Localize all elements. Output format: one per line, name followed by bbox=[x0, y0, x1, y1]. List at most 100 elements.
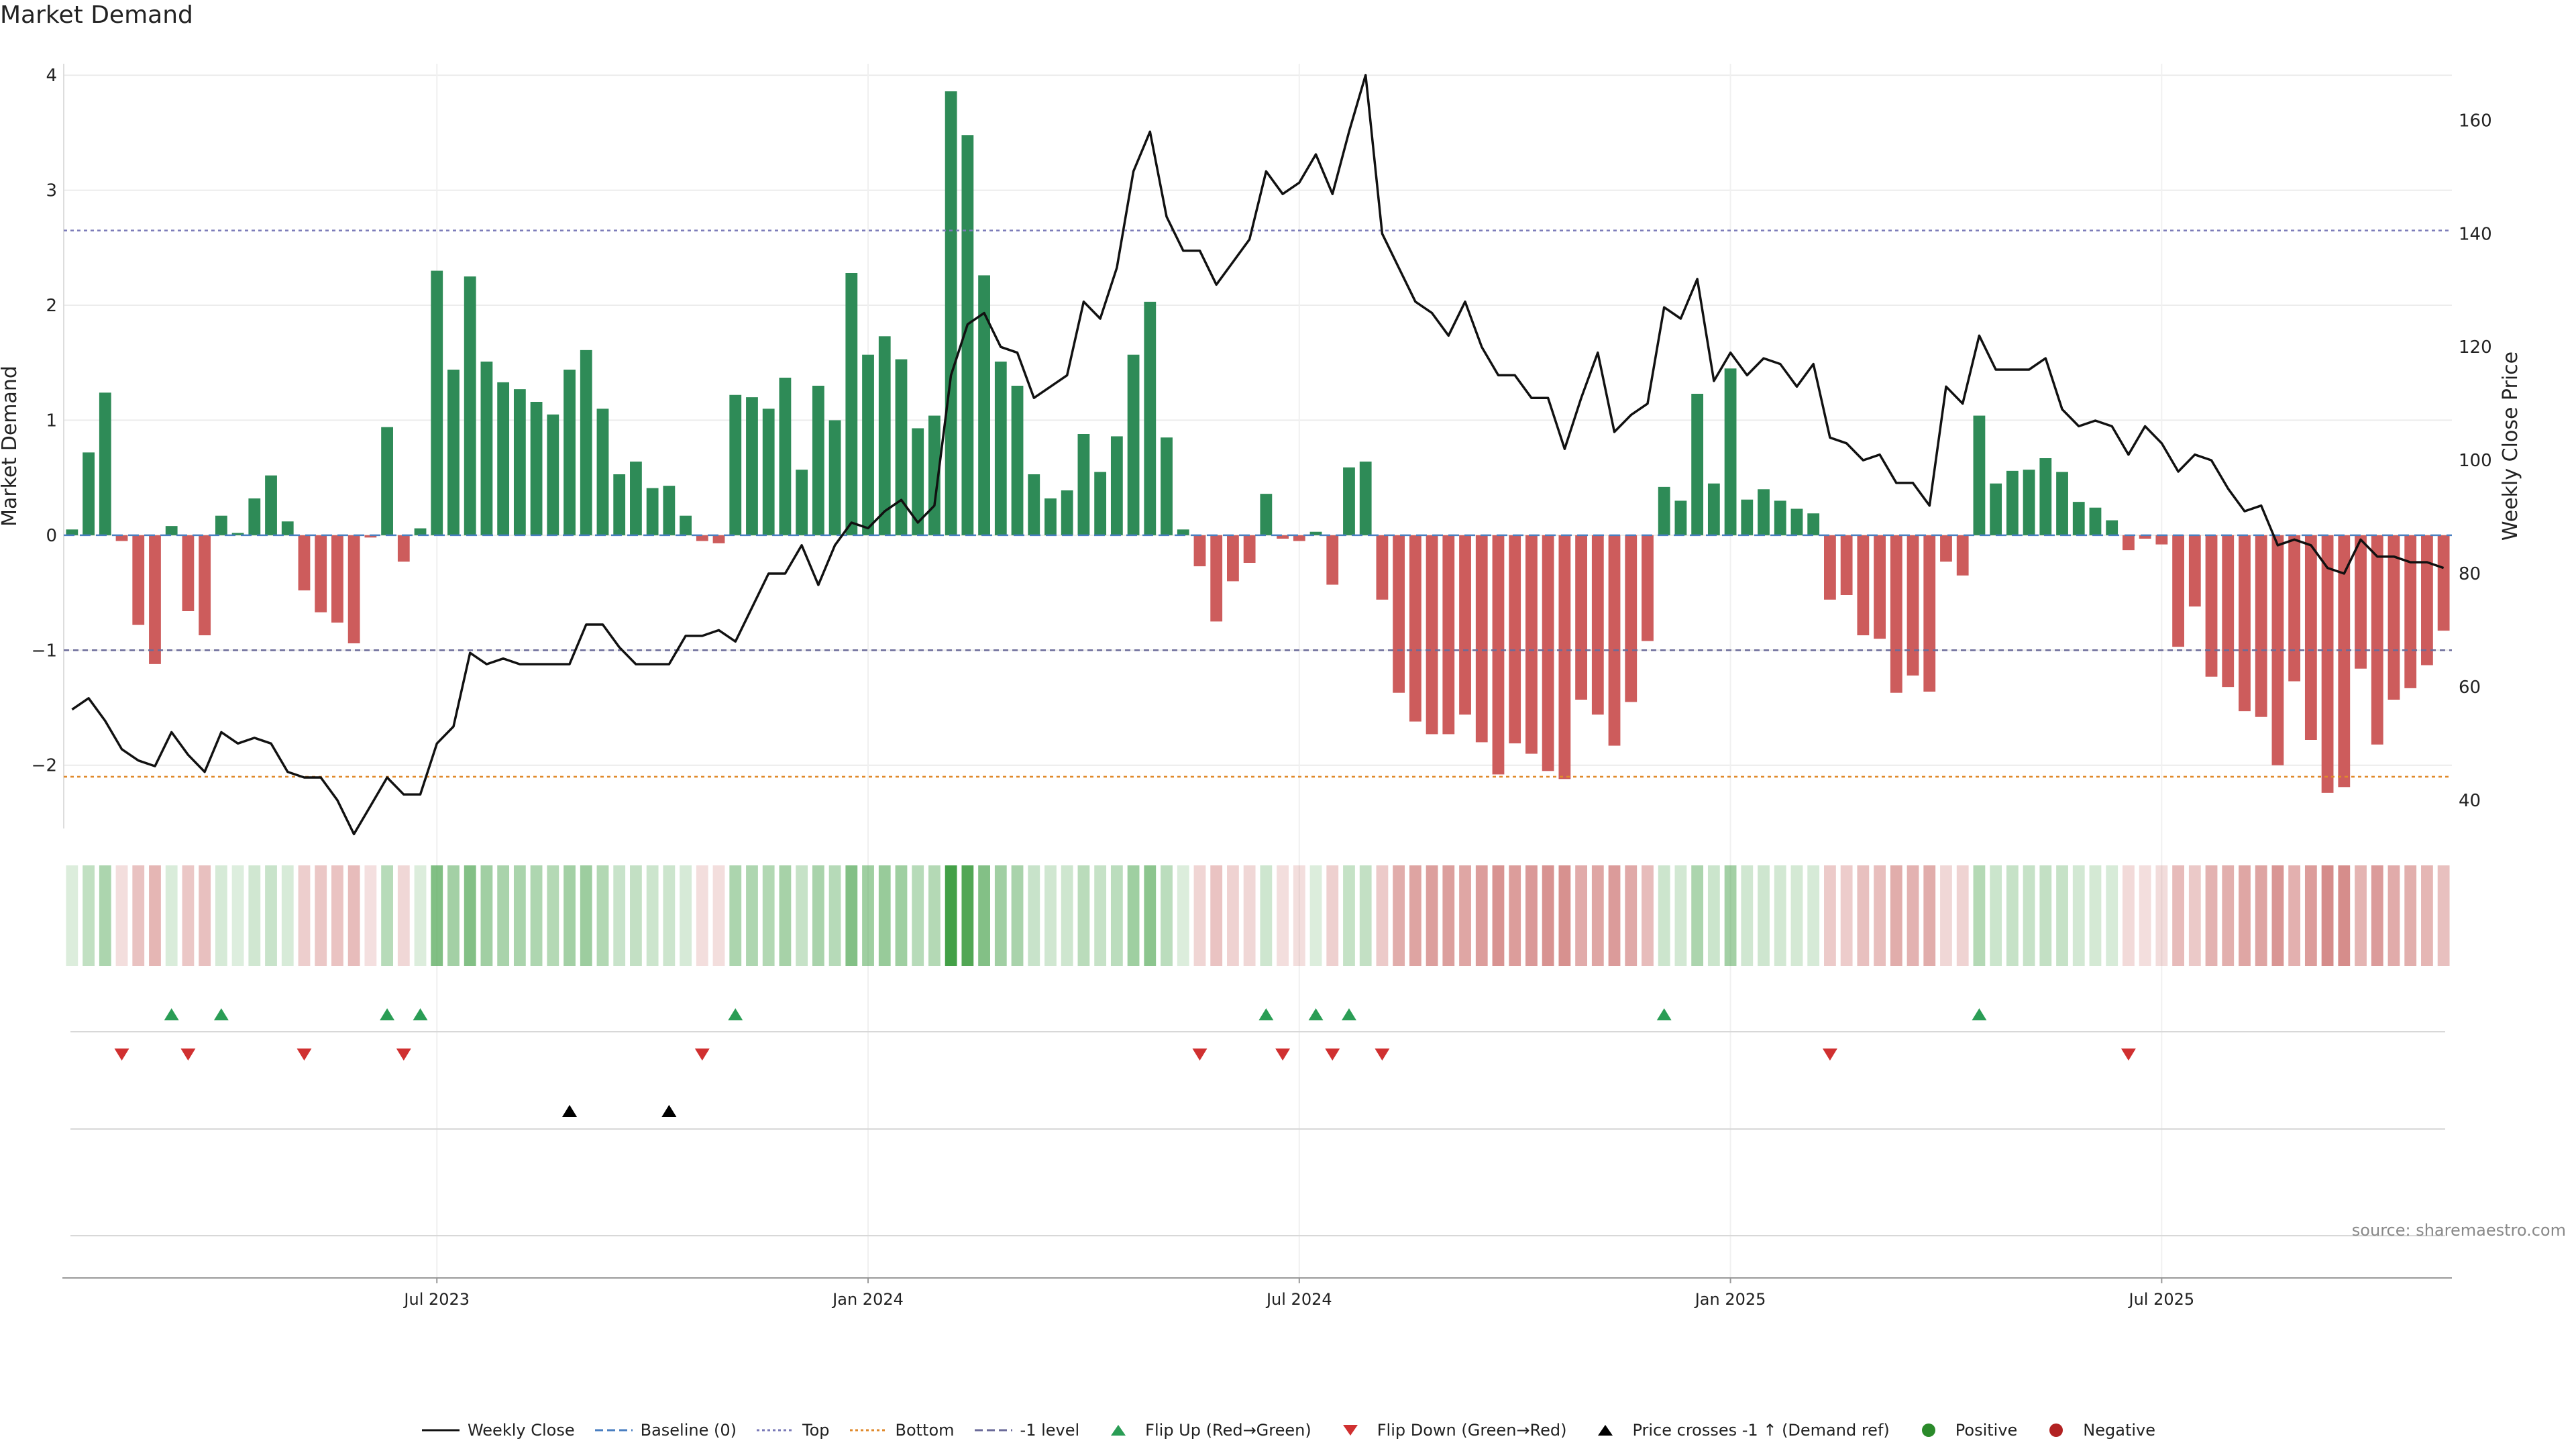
demand-bar-positive bbox=[381, 427, 393, 535]
legend-item: -1 level bbox=[973, 1421, 1079, 1440]
heat-cell bbox=[912, 865, 924, 966]
demand-bar-positive bbox=[1807, 513, 1820, 535]
heat-cell bbox=[2255, 865, 2267, 966]
heat-cell bbox=[1393, 865, 1405, 966]
heat-cell bbox=[1044, 865, 1057, 966]
demand-bar-negative bbox=[1542, 535, 1554, 771]
heat-cell bbox=[2155, 865, 2168, 966]
demand-bar-positive bbox=[630, 462, 642, 535]
heat-cell bbox=[1774, 865, 1786, 966]
demand-bar-positive bbox=[2106, 520, 2118, 535]
y-left-tick-label: 4 bbox=[46, 66, 57, 86]
heat-cell bbox=[132, 865, 145, 966]
heat-cell bbox=[2355, 865, 2367, 966]
demand-bar-positive bbox=[1691, 394, 1704, 535]
demand-bar-positive bbox=[281, 521, 294, 535]
heat-cell bbox=[165, 865, 178, 966]
heat-cell bbox=[1177, 865, 1189, 966]
demand-bar-positive bbox=[265, 475, 277, 535]
heat-cell bbox=[1874, 865, 1886, 966]
heat-cell bbox=[315, 865, 327, 966]
demand-bar-negative bbox=[1956, 535, 1969, 576]
demand-bar-negative bbox=[1642, 535, 1654, 641]
flip-down-marker bbox=[694, 1049, 710, 1061]
heat-cell bbox=[1890, 865, 1902, 966]
heat-cell bbox=[1724, 865, 1737, 966]
heat-cell bbox=[2288, 865, 2301, 966]
flip-down-marker bbox=[180, 1049, 196, 1061]
demand-bar-negative bbox=[132, 535, 145, 625]
legend-label: Negative bbox=[2083, 1421, 2156, 1440]
heat-cell bbox=[1625, 865, 1638, 966]
demand-bar-negative bbox=[1608, 535, 1621, 746]
legend-item: Flip Up (Red→Green) bbox=[1098, 1421, 1311, 1440]
heat-cell bbox=[331, 865, 343, 966]
demand-bar-positive bbox=[1741, 499, 1754, 535]
demand-bar-positive bbox=[845, 273, 858, 535]
heat-cell bbox=[1359, 865, 1372, 966]
heat-cell bbox=[1990, 865, 2002, 966]
heat-cell bbox=[1558, 865, 1571, 966]
demand-bar-positive bbox=[895, 359, 908, 535]
heat-cell bbox=[2222, 865, 2235, 966]
heat-cell bbox=[1857, 865, 1870, 966]
demand-bar-negative bbox=[1907, 535, 1919, 676]
demand-bar-negative bbox=[1277, 535, 1289, 539]
heat-cell bbox=[2239, 865, 2251, 966]
demand-bar-positive bbox=[1110, 436, 1123, 535]
demand-bar-positive bbox=[978, 275, 990, 535]
demand-bar-negative bbox=[2437, 535, 2450, 631]
heat-cell bbox=[1658, 865, 1670, 966]
demand-bar-positive bbox=[613, 474, 626, 535]
demand-bar-negative bbox=[1293, 535, 1305, 541]
demand-bar-negative bbox=[1326, 535, 1339, 585]
heat-cell bbox=[762, 865, 775, 966]
demand-bar-positive bbox=[878, 336, 891, 535]
heat-cell bbox=[1940, 865, 1952, 966]
demand-bar-positive bbox=[994, 362, 1007, 535]
heat-cell bbox=[1243, 865, 1256, 966]
heat-cell bbox=[547, 865, 559, 966]
demand-bar-positive bbox=[928, 415, 941, 535]
demand-bar-negative bbox=[2222, 535, 2235, 688]
legend-label: Price crosses -1 ↑ (Demand ref) bbox=[1632, 1421, 1890, 1440]
flip-down-marker bbox=[1325, 1049, 1340, 1061]
heat-cell bbox=[1193, 865, 1206, 966]
heat-cell bbox=[613, 865, 626, 966]
flip-down-marker bbox=[1375, 1049, 1390, 1061]
flip-down-marker bbox=[2121, 1049, 2136, 1061]
heat-cell bbox=[1973, 865, 1986, 966]
flip-down-marker bbox=[396, 1049, 411, 1061]
y-right-tick-label: 60 bbox=[2459, 678, 2481, 698]
heat-cell bbox=[1343, 865, 1355, 966]
y-left-tick-label: 2 bbox=[46, 296, 57, 316]
heat-cell bbox=[1575, 865, 1587, 966]
heat-cell bbox=[364, 865, 377, 966]
heat-cell bbox=[2139, 865, 2151, 966]
legend-item: Flip Down (Green→Red) bbox=[1330, 1421, 1566, 1440]
flip-up-marker bbox=[1656, 1008, 1672, 1020]
demand-bar-positive bbox=[912, 428, 924, 535]
demand-bar-negative bbox=[1558, 535, 1571, 780]
demand-bar-negative bbox=[2355, 535, 2367, 669]
heat-cell bbox=[447, 865, 460, 966]
heat-cell bbox=[1608, 865, 1621, 966]
y-right-tick-label: 40 bbox=[2459, 791, 2481, 811]
demand-bar-positive bbox=[1973, 415, 1986, 535]
heat-cell bbox=[115, 865, 128, 966]
heat-cell bbox=[2006, 865, 2019, 966]
y-right-tick-label: 120 bbox=[2459, 337, 2492, 358]
demand-bar-negative bbox=[1459, 535, 1471, 715]
heat-cell bbox=[2072, 865, 2085, 966]
heat-cell bbox=[1260, 865, 1273, 966]
demand-bar-positive bbox=[961, 135, 974, 535]
demand-bar-negative bbox=[1525, 535, 1538, 754]
demand-bar-negative bbox=[1923, 535, 1936, 692]
heat-cell bbox=[231, 865, 244, 966]
demand-bar-negative bbox=[696, 535, 708, 541]
heat-cell bbox=[1028, 865, 1040, 966]
heat-cell bbox=[2056, 865, 2068, 966]
demand-bar-negative bbox=[1575, 535, 1587, 700]
heat-cell bbox=[663, 865, 676, 966]
demand-bar-positive bbox=[828, 420, 841, 535]
